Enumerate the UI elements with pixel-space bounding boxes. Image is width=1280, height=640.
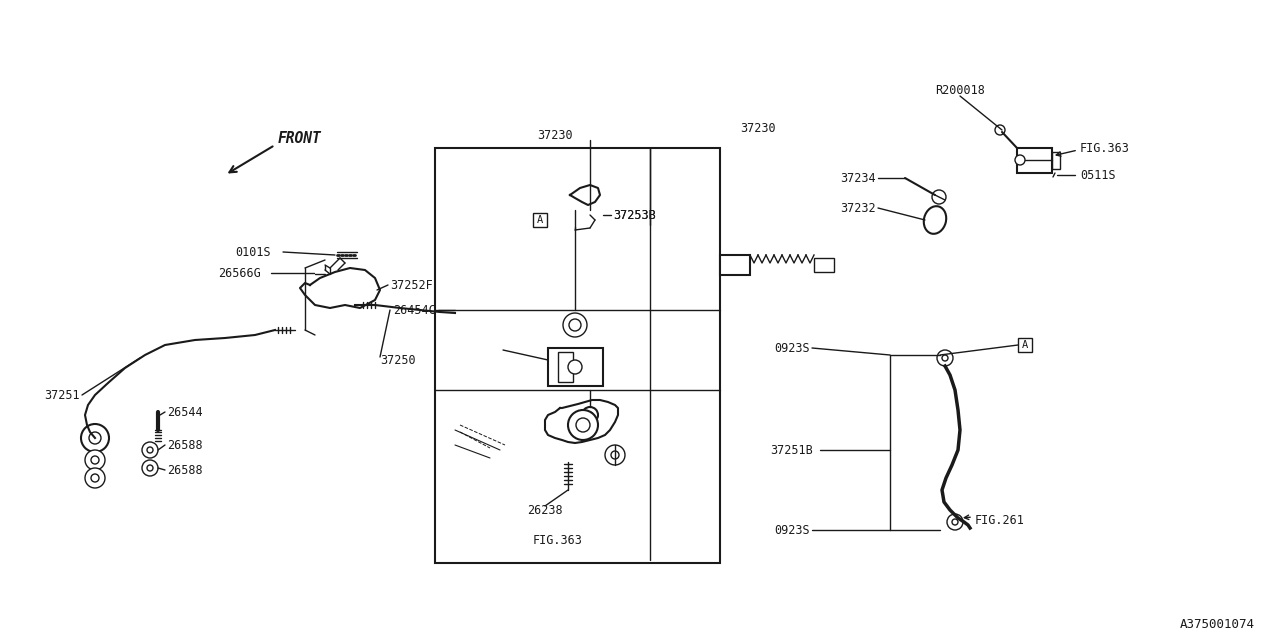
Text: 37253B: 37253B (613, 209, 655, 221)
Bar (721, 255, 750, 275)
Circle shape (90, 432, 101, 444)
Text: A375001074: A375001074 (1180, 618, 1254, 632)
Circle shape (570, 319, 581, 331)
Text: 37230: 37230 (740, 122, 776, 134)
Circle shape (568, 360, 582, 374)
Circle shape (91, 474, 99, 482)
Text: 37252F: 37252F (390, 278, 433, 291)
Text: 37253B: 37253B (613, 209, 655, 221)
Text: 37251B: 37251B (771, 444, 813, 456)
Text: 37230: 37230 (538, 129, 573, 141)
Circle shape (142, 442, 157, 458)
Text: 0511S: 0511S (1080, 168, 1116, 182)
Text: 26544: 26544 (166, 406, 202, 419)
Circle shape (91, 456, 99, 464)
Text: 0923S: 0923S (774, 342, 810, 355)
Circle shape (611, 451, 620, 459)
Ellipse shape (924, 206, 946, 234)
Bar (548, 348, 603, 386)
Circle shape (81, 424, 109, 452)
Bar (532, 213, 547, 227)
Circle shape (576, 418, 590, 432)
Text: 0923S: 0923S (774, 524, 810, 536)
Text: FIG.261: FIG.261 (975, 513, 1025, 527)
Text: 0101S: 0101S (236, 246, 270, 259)
Circle shape (147, 447, 154, 453)
Text: 26238: 26238 (527, 504, 563, 516)
Circle shape (84, 468, 105, 488)
Circle shape (942, 355, 948, 361)
Bar (1052, 152, 1060, 169)
Text: 26588: 26588 (166, 438, 202, 451)
Text: FRONT: FRONT (278, 131, 321, 145)
Circle shape (1015, 155, 1025, 165)
Bar (1018, 338, 1032, 352)
Bar (814, 258, 835, 272)
Circle shape (952, 519, 957, 525)
Circle shape (147, 465, 154, 471)
Circle shape (995, 125, 1005, 135)
Text: R200018: R200018 (936, 83, 984, 97)
Bar (558, 352, 573, 382)
Circle shape (932, 190, 946, 204)
Circle shape (84, 450, 105, 470)
Text: 26566G: 26566G (218, 266, 261, 280)
Bar (1018, 148, 1052, 173)
Circle shape (563, 313, 588, 337)
Text: 37234: 37234 (840, 172, 876, 184)
Text: FIG.363: FIG.363 (1080, 141, 1130, 154)
Text: A: A (1021, 340, 1028, 350)
Circle shape (142, 460, 157, 476)
Circle shape (582, 407, 598, 423)
Text: 37232: 37232 (840, 202, 876, 214)
Text: 26454C: 26454C (393, 303, 436, 317)
Circle shape (947, 514, 963, 530)
Text: 26588: 26588 (166, 463, 202, 477)
Circle shape (937, 350, 954, 366)
Text: 37250: 37250 (380, 353, 416, 367)
Text: 37251: 37251 (45, 388, 81, 401)
Text: A: A (536, 215, 543, 225)
Text: FIG.363: FIG.363 (532, 534, 582, 547)
Circle shape (605, 445, 625, 465)
Bar (435, 148, 719, 563)
Circle shape (588, 412, 593, 418)
Circle shape (568, 410, 598, 440)
